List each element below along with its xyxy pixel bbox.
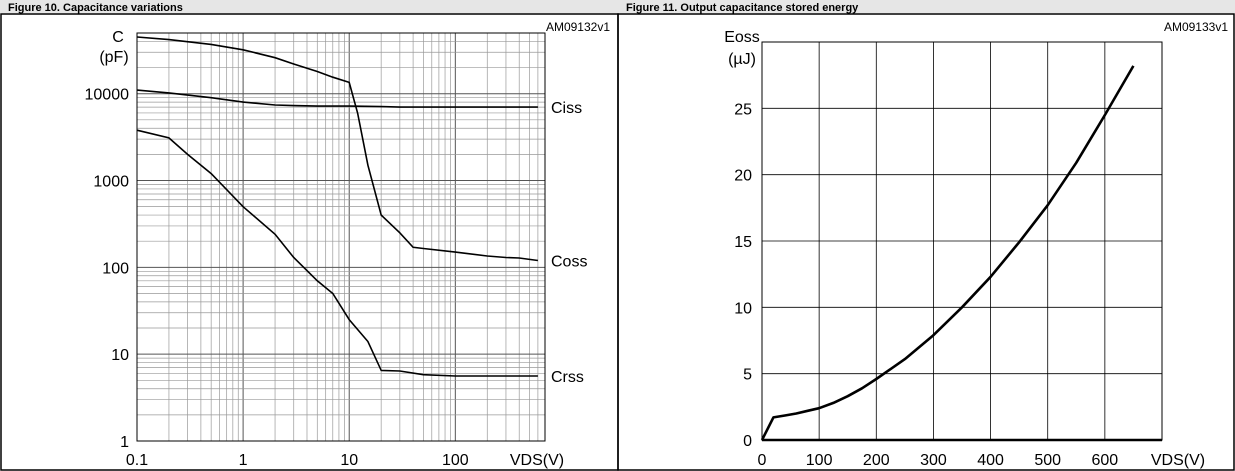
right-panel-frame (617, 13, 1235, 471)
capacitance-y-tick-label: 10000 (85, 87, 130, 104)
capacitance-y-tick-label: 1 (120, 434, 129, 451)
eoss-y-ticks: 0 5 10 15 20 25 (734, 101, 752, 450)
eoss-x-tick-label: 400 (977, 452, 1004, 469)
capacitance-x-tick-label: 1 (239, 452, 248, 469)
capacitance-y-label-line2: (pF) (99, 49, 128, 66)
capacitance-x-ticks: 0.1 1 10 100 (126, 452, 469, 469)
eoss-x-tick-label: 200 (863, 452, 890, 469)
capacitance-x-tick-label: 100 (442, 452, 469, 469)
eoss-x-tick-label: 300 (920, 452, 947, 469)
eoss-y-tick-label: 5 (743, 367, 752, 384)
eoss-x-tick-label: 100 (806, 452, 833, 469)
capacitance-y-ticks: 1 10 100 1000 10000 (85, 87, 130, 451)
caption-strip (0, 0, 1235, 13)
capacitance-chart-code: AM09132v1 (546, 20, 610, 34)
capacitance-y-tick-label: 100 (102, 260, 129, 277)
eoss-y-tick-label: 0 (743, 433, 752, 450)
capacitance-plot-border (136, 32, 546, 442)
eoss-plot-border (761, 41, 1163, 441)
eoss-x-tick-label: 500 (1034, 452, 1061, 469)
capacitance-x-label: VDS(V) (510, 452, 564, 469)
eoss-y-tick-label: 10 (734, 300, 752, 317)
capacitance-y-label-line1: C (112, 29, 124, 46)
eoss-chart-code: AM09133v1 (1164, 20, 1228, 34)
eoss-x-label: VDS(V) (1151, 452, 1205, 469)
right-figure-caption: Figure 11. Output capacitance stored ene… (626, 2, 859, 14)
left-panel-frame (0, 13, 619, 471)
eoss-curves (760, 65, 1135, 441)
series-line-crss (136, 129, 538, 377)
capacitance-series-labels: Ciss Coss Crss (551, 100, 587, 386)
eoss-y-label-line1: Eoss (724, 29, 760, 46)
series-line-ciss (136, 89, 538, 108)
eoss-x-tick-label: 600 (1092, 452, 1119, 469)
series-line-coss (136, 36, 539, 262)
series-label-ciss: Ciss (551, 100, 582, 117)
eoss-y-label-line2: (µJ) (728, 51, 756, 68)
eoss-grid (762, 42, 1162, 442)
eoss-y-tick-label: 15 (734, 234, 752, 251)
capacitance-x-tick-label: 0.1 (126, 452, 148, 469)
eoss-chart: 0 100 200 300 400 500 600 0 5 10 15 20 25 AM09133v1… (724, 20, 1228, 469)
capacitance-curves (136, 36, 539, 377)
eoss-y-tick-label: 25 (734, 101, 752, 118)
series-label-coss: Coss (551, 253, 587, 270)
eoss-x-tick-label: 0 (758, 452, 767, 469)
eoss-x-ticks: 0 100 200 300 400 500 600 (758, 452, 1119, 469)
capacitance-grid (136, 32, 546, 442)
left-figure-caption: Figure 10. Capacitance variations (8, 2, 183, 14)
eoss-y-tick-label: 20 (734, 168, 752, 185)
capacitance-y-tick-label: 10 (111, 347, 129, 364)
series-label-crss: Crss (551, 369, 584, 386)
eoss-curve (760, 65, 1135, 441)
capacitance-x-tick-label: 10 (340, 452, 358, 469)
capacitance-y-tick-label: 1000 (93, 174, 129, 191)
